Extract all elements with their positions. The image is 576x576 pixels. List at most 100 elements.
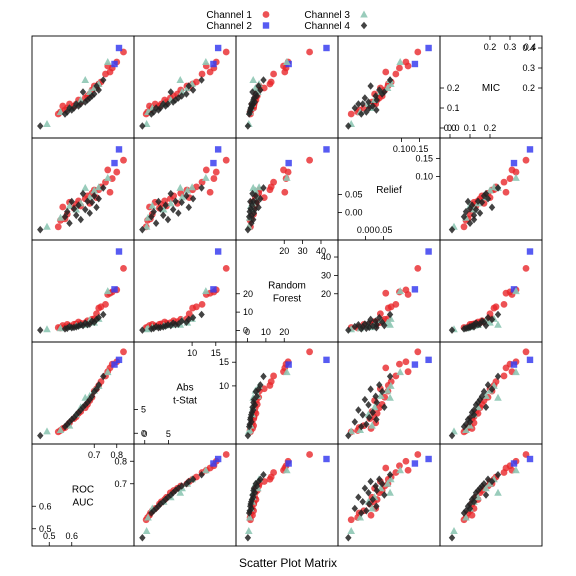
channel-3-point xyxy=(386,393,394,401)
panel-r2-c4 xyxy=(439,239,543,343)
channel-2-point xyxy=(214,44,222,52)
channel-3-point xyxy=(202,466,210,474)
channel-4-point xyxy=(355,493,362,502)
channel-4-point xyxy=(82,401,89,409)
channel-4-point xyxy=(167,189,174,198)
channel-1-point xyxy=(212,168,220,176)
channel-4-point xyxy=(361,395,369,404)
channel-4-point xyxy=(70,205,78,213)
channel-3-point xyxy=(387,314,395,322)
channel-4-point xyxy=(139,122,146,130)
channel-4-point xyxy=(484,381,492,389)
channel-4-point xyxy=(472,205,480,214)
channel-3-point xyxy=(176,76,185,83)
channel-3-point xyxy=(347,527,355,534)
channel-4-point xyxy=(468,201,476,209)
channel-1-point xyxy=(198,301,206,308)
channel-4-point xyxy=(88,317,96,325)
channel-4-point xyxy=(185,82,192,90)
legend-channel-4-point xyxy=(360,21,368,30)
channel-1-point xyxy=(210,175,218,182)
tick-label-high-x: 0.2 xyxy=(484,42,497,52)
channel-3-point xyxy=(368,504,376,512)
channel-4-point xyxy=(172,197,179,206)
channel-4-point xyxy=(358,325,365,333)
channel-3-point xyxy=(494,320,502,328)
channel-4-point xyxy=(84,197,91,206)
channel-3-point xyxy=(387,381,395,389)
channel-1-point xyxy=(502,188,510,196)
channel-3-point xyxy=(148,201,157,209)
channel-3-point xyxy=(494,488,502,496)
panel-r0-c3 xyxy=(337,35,441,139)
panel-frame xyxy=(439,443,543,547)
channel-4-point xyxy=(363,324,370,333)
channel-4-point xyxy=(373,415,380,424)
channel-4-point xyxy=(93,82,100,90)
channel-1-point xyxy=(381,393,389,401)
channel-4-point xyxy=(251,98,259,106)
channel-4-point xyxy=(189,86,197,94)
channel-4-point xyxy=(183,479,190,488)
channel-4-point xyxy=(359,410,366,419)
channel-4-point xyxy=(86,209,93,217)
channel-4-point xyxy=(367,82,374,90)
channel-4-point xyxy=(253,198,261,207)
channel-1-point xyxy=(306,48,313,56)
channel-2-point xyxy=(425,248,432,255)
channel-4-point xyxy=(365,401,372,409)
channel-4-point xyxy=(185,203,192,212)
channel-4-point xyxy=(248,219,255,227)
channel-3-point xyxy=(486,318,494,326)
channel-4-point xyxy=(358,509,365,517)
channel-3-point xyxy=(43,222,51,230)
channel-3-point xyxy=(396,368,404,376)
channel-4-point xyxy=(183,192,190,200)
channel-3-point xyxy=(244,427,253,435)
tick-label-high-x: 0.3 xyxy=(504,42,517,52)
channel-2-point xyxy=(411,460,419,467)
diagonal-label-abs-t-stat-1: t-Stat xyxy=(173,396,197,407)
channel-4-point xyxy=(470,323,478,331)
channel-4-point xyxy=(260,184,267,192)
channel-4-point xyxy=(367,385,374,394)
channel-1-point xyxy=(306,451,313,458)
channel-3-point xyxy=(462,425,470,433)
channel-3-point xyxy=(144,513,152,521)
channel-3-point xyxy=(56,425,65,433)
channel-1-point xyxy=(270,70,277,78)
channel-1-point xyxy=(189,304,196,312)
channel-4-point xyxy=(88,198,96,207)
channel-4-point xyxy=(358,110,365,118)
channel-4-point xyxy=(95,381,102,389)
channel-1-point xyxy=(59,203,67,211)
channel-3-point xyxy=(396,287,404,295)
channel-3-point xyxy=(283,173,291,181)
channel-4-point xyxy=(175,209,182,217)
channel-1-point xyxy=(270,372,277,380)
channel-1-point xyxy=(222,451,230,458)
channel-4-point xyxy=(363,420,370,429)
channel-3-point xyxy=(283,58,291,65)
channel-4-point xyxy=(460,509,468,517)
channel-4-point xyxy=(482,321,490,330)
channel-4-point xyxy=(245,422,253,431)
channel-4-point xyxy=(157,205,164,213)
channel-4-point xyxy=(494,372,502,381)
channel-3-point xyxy=(283,368,291,376)
panel-r4-c4 xyxy=(439,443,543,547)
tick-label-low-y: 0.6 xyxy=(39,501,52,511)
channel-1-point xyxy=(54,223,62,231)
channel-1-point xyxy=(522,348,530,356)
channel-4-point xyxy=(82,319,89,327)
panel-r1-c4 xyxy=(439,137,543,241)
channel-4-point xyxy=(476,209,484,217)
tick-label-low-x: 0.5 xyxy=(43,531,56,541)
channel-3-point xyxy=(386,320,394,328)
legend-channel-2-point xyxy=(262,22,270,29)
channel-4-point xyxy=(376,313,383,322)
legend-label-channel-1: Channel 1 xyxy=(206,10,252,21)
tick-label-high-y: 0.4 xyxy=(522,43,535,53)
